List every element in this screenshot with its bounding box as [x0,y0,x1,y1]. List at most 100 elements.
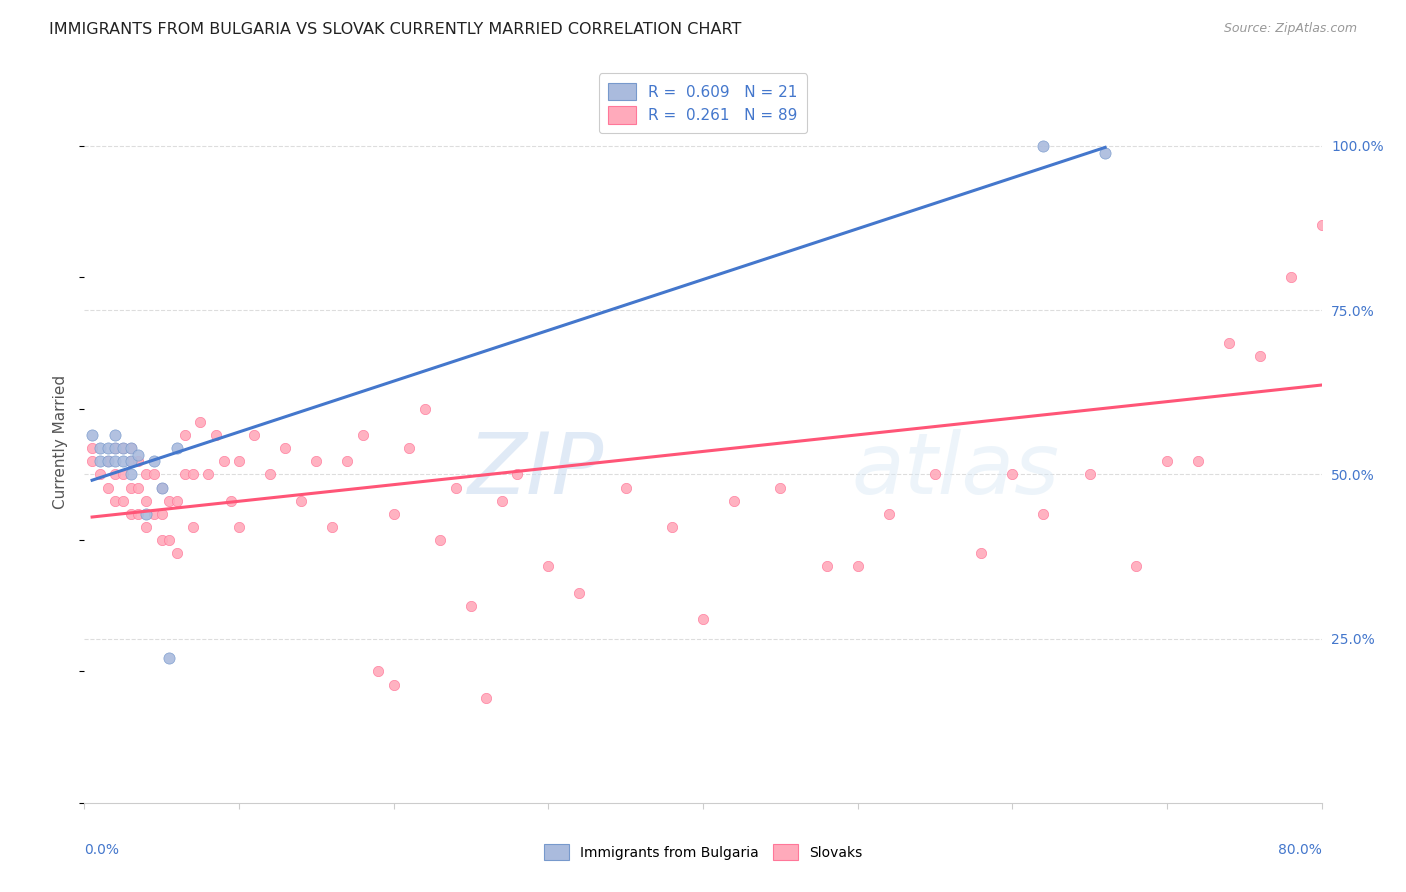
Point [150,507,173,521]
Point [475,690,498,705]
Point [82,428,104,442]
Point [120,441,142,455]
Point [367,665,389,679]
Point [181,467,204,482]
Point [1388,204,1406,219]
Point [181,520,204,534]
Point [112,493,135,508]
Point [290,493,312,508]
Point [1218,336,1240,351]
Point [1078,467,1101,482]
Point [127,481,149,495]
Point [305,454,328,468]
Text: Source: ZipAtlas.com: Source: ZipAtlas.com [1223,22,1357,36]
Point [1187,454,1209,468]
Point [89,467,111,482]
Point [219,493,242,508]
Point [166,493,188,508]
Point [174,428,197,442]
Point [336,454,359,468]
Point [846,559,869,574]
Point [96,441,118,455]
Point [143,467,166,482]
Point [150,481,173,495]
Point [143,507,166,521]
Point [150,533,173,547]
Point [159,493,180,508]
Point [506,467,529,482]
Point [82,454,104,468]
Legend: R =  0.609   N = 21, R =  0.261   N = 89: R = 0.609 N = 21, R = 0.261 N = 89 [599,73,807,133]
Point [723,493,745,508]
Point [321,520,343,534]
Point [228,520,250,534]
Point [382,677,405,691]
Point [877,507,900,521]
Point [174,467,197,482]
Point [1094,145,1116,160]
Point [1125,559,1147,574]
Point [429,533,451,547]
Point [120,454,142,468]
Point [614,481,637,495]
Point [491,493,513,508]
Point [924,467,946,482]
Point [104,441,127,455]
Point [120,454,142,468]
Point [159,651,180,665]
Point [120,441,142,455]
Point [89,454,111,468]
Legend: Immigrants from Bulgaria, Slovaks: Immigrants from Bulgaria, Slovaks [537,838,869,867]
Point [398,441,420,455]
Point [1310,218,1333,232]
Point [120,481,142,495]
Point [228,454,250,468]
Point [127,448,149,462]
Point [1403,284,1406,298]
Point [382,507,405,521]
Point [143,454,166,468]
Point [104,454,127,468]
Point [82,441,104,455]
Point [1001,467,1024,482]
Point [205,428,228,442]
Point [104,467,127,482]
Point [135,520,157,534]
Point [104,493,127,508]
Point [274,441,297,455]
Text: ZIP: ZIP [468,429,605,512]
Point [1032,507,1054,521]
Point [104,428,127,442]
Point [537,559,560,574]
Point [89,441,111,455]
Point [259,467,281,482]
Point [1156,454,1178,468]
Point [112,441,135,455]
Point [1372,244,1395,258]
Point [166,546,188,560]
Point [96,481,118,495]
Point [1279,270,1302,285]
Point [568,585,591,599]
Text: 80.0%: 80.0% [1278,843,1322,856]
Point [120,507,142,521]
Point [112,454,135,468]
Point [96,454,118,468]
Text: atlas: atlas [852,429,1060,512]
Point [692,612,714,626]
Point [1357,296,1379,310]
Point [1032,139,1054,153]
Point [188,415,211,429]
Point [135,493,157,508]
Y-axis label: Currently Married: Currently Married [53,375,69,508]
Point [769,481,792,495]
Point [444,481,467,495]
Text: 0.0%: 0.0% [84,843,120,856]
Point [112,467,135,482]
Point [120,467,142,482]
Point [135,467,157,482]
Point [212,454,235,468]
Point [135,507,157,521]
Point [460,599,482,613]
Point [243,428,266,442]
